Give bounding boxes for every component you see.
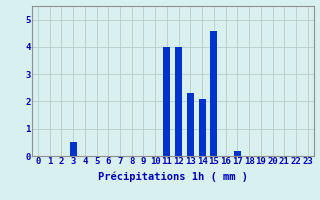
Bar — [199, 99, 206, 156]
Bar — [175, 47, 182, 156]
Bar — [69, 142, 76, 156]
X-axis label: Précipitations 1h ( mm ): Précipitations 1h ( mm ) — [98, 172, 248, 182]
Bar — [210, 31, 217, 156]
Bar — [234, 151, 241, 156]
Bar — [164, 47, 171, 156]
Bar — [187, 93, 194, 156]
